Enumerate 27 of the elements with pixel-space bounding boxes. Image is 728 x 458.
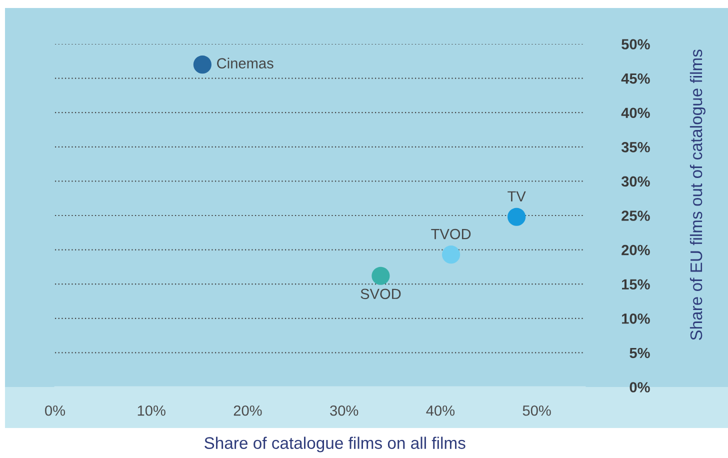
x-axis-title: Share of catalogue films on all films xyxy=(204,436,466,452)
y-tick-label: 25% xyxy=(622,210,650,221)
y-tick-label: 50% xyxy=(622,39,650,50)
point xyxy=(372,266,390,285)
x-tick-label: 0% xyxy=(45,405,66,416)
series-label: TVOD xyxy=(431,228,471,240)
point xyxy=(442,246,460,264)
point xyxy=(508,208,526,226)
y-tick-label: 5% xyxy=(630,348,650,358)
series-label: TV xyxy=(508,191,526,202)
y-tick-label: 40% xyxy=(621,108,650,118)
x-tick-label: 30% xyxy=(330,405,358,416)
y-tick-label: 15% xyxy=(622,279,650,290)
y-tick-label: 10% xyxy=(622,314,650,324)
x-tick-label: 50% xyxy=(522,405,551,416)
x-tick-label: 10% xyxy=(138,405,166,416)
x-tick-label: 40% xyxy=(426,405,455,416)
series-label: SVOD xyxy=(360,288,401,300)
y-axis-title: Share of EU films out of catalogue films xyxy=(690,50,706,340)
y-tick-label: 30% xyxy=(621,176,650,187)
y-tick-label: 0% xyxy=(630,382,650,392)
y-tick-label: 45% xyxy=(621,73,650,84)
y-tick-label: 20% xyxy=(622,244,650,256)
x-tick-label: 20% xyxy=(234,405,262,416)
series-label: Cinemas xyxy=(217,58,274,68)
point xyxy=(193,56,212,74)
y-tick-label: 35% xyxy=(621,142,650,152)
